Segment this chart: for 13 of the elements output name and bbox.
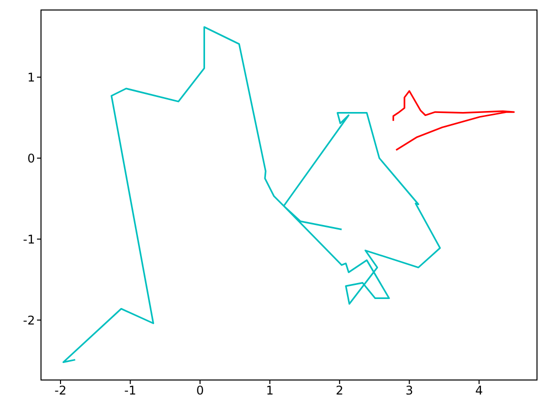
y-tick-label: 0 (27, 151, 35, 166)
y-tick-label: -1 (23, 232, 35, 246)
x-tick-label: -2 (54, 384, 67, 398)
line-series (62, 26, 441, 363)
x-tick-label: 0 (196, 384, 204, 398)
x-tick-label: 2 (336, 384, 344, 398)
line-series (392, 90, 515, 151)
x-tick-label: 1 (266, 384, 274, 398)
x-tick-label: 4 (475, 384, 483, 398)
x-tick-label: -1 (124, 384, 136, 398)
y-tick-label: 1 (27, 70, 35, 84)
x-tick-label: 3 (406, 384, 414, 398)
y-tick-label: -2 (23, 313, 35, 328)
